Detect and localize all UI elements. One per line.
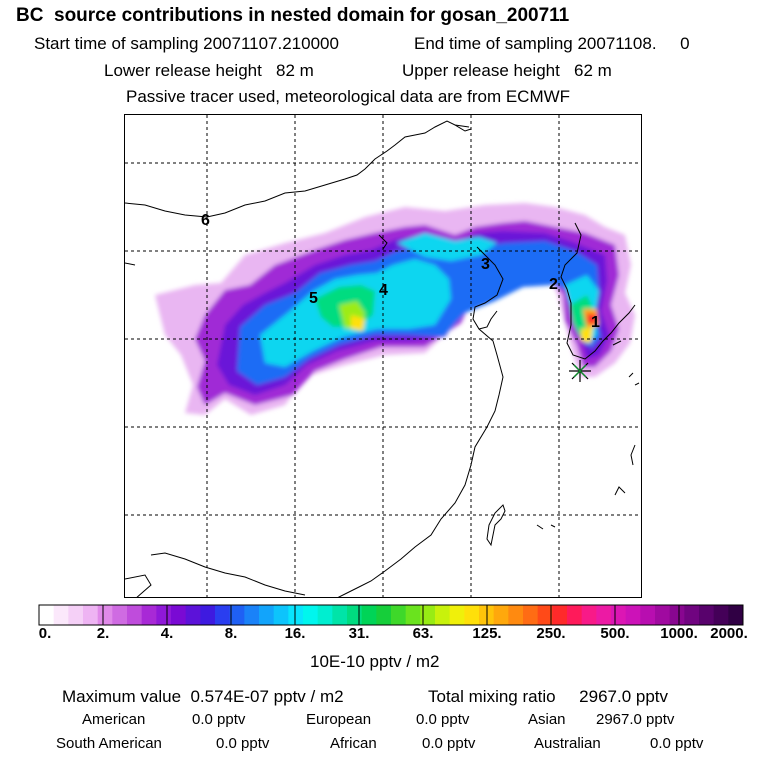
- color-scale-swatch: [347, 605, 363, 625]
- color-scale-swatch: [185, 605, 201, 625]
- color-scale-tick-label: 8.: [224, 625, 238, 642]
- region-label-group: 1 2 3 4 5 6: [201, 212, 600, 331]
- color-scale-tick-label: 2.: [96, 625, 110, 642]
- concentration-field: [155, 203, 635, 415]
- region-label-2: 2: [549, 276, 558, 293]
- source-region-label: African: [330, 735, 377, 752]
- color-scale-swatch: [552, 605, 568, 625]
- color-scale-swatch: [508, 605, 524, 625]
- color-scale-swatch: [625, 605, 641, 625]
- color-scale-swatch: [200, 605, 216, 625]
- color-scale-swatch: [141, 605, 157, 625]
- color-scale-swatch: [229, 605, 245, 625]
- color-scale-tick-label: 2000.: [710, 625, 748, 642]
- region-label-1: 1: [591, 314, 600, 331]
- color-scale-swatch: [68, 605, 84, 625]
- color-scale: [38, 604, 744, 631]
- color-scale-swatch: [684, 605, 700, 625]
- color-scale-tick-label: 0.: [38, 625, 52, 642]
- color-scale-swatch: [259, 605, 275, 625]
- color-scale-tick-label: 125.: [472, 625, 502, 642]
- color-scale-tick-label: 16.: [284, 625, 306, 642]
- color-scale-swatch: [97, 605, 113, 625]
- color-scale-bar: [38, 604, 744, 626]
- color-scale-swatch: [640, 605, 656, 625]
- color-scale-swatch: [83, 605, 99, 625]
- source-region-value: 0.0 pptv: [422, 735, 476, 752]
- color-scale-tick-label: 31.: [348, 625, 370, 642]
- color-scale-border: [38, 604, 744, 626]
- coastlines: [125, 120, 640, 597]
- color-scale-swatch: [581, 605, 597, 625]
- color-scale-tick-label: 500.: [600, 625, 630, 642]
- color-scale-swatch: [39, 605, 55, 625]
- color-scale-swatch: [215, 605, 231, 625]
- color-scale-swatch: [288, 605, 304, 625]
- color-scale-swatch: [317, 605, 333, 625]
- source-region-value: 0.0 pptv: [650, 735, 704, 752]
- color-scale-tick-label: 1000.: [660, 625, 698, 642]
- total-mixing-ratio-text: Total mixing ratio 2967.0 pptv: [428, 687, 669, 706]
- color-scale-swatch: [53, 605, 69, 625]
- asterisk-icon: [573, 364, 587, 378]
- color-scale-swatch: [332, 605, 348, 625]
- region-label-6: 6: [201, 212, 210, 229]
- map-panel: 1 2 3 4 5 6: [124, 114, 642, 598]
- color-scale-swatch: [420, 605, 436, 625]
- color-scale-swatch: [244, 605, 260, 625]
- color-scale-swatch: [537, 605, 553, 625]
- tracer-note-text: Passive tracer used, meteorological data…: [126, 87, 571, 106]
- color-scale-swatch: [728, 605, 744, 625]
- color-scale-swatch: [523, 605, 539, 625]
- color-scale-ticks: 0. 2. 4. 8. 16. 31. 63. 125. 250. 500. 1000. 2000.: [0, 626, 768, 646]
- color-scale-swatch: [303, 605, 319, 625]
- source-region-value: 0.0 pptv: [216, 735, 270, 752]
- region-label-5: 5: [309, 290, 318, 307]
- source-region-label: Asian: [528, 711, 566, 728]
- color-scale-swatch: [156, 605, 172, 625]
- color-scale-swatch: [669, 605, 685, 625]
- color-scale-swatch: [655, 605, 671, 625]
- source-region-label: Australian: [534, 735, 601, 752]
- source-region-label: South American: [56, 735, 162, 752]
- plot-title: BC source contributions in nested domain…: [16, 5, 570, 26]
- color-scale-swatch: [464, 605, 480, 625]
- color-scale-swatch: [596, 605, 612, 625]
- color-scale-swatch: [361, 605, 377, 625]
- color-scale-swatch: [171, 605, 187, 625]
- color-scale-swatch: [493, 605, 509, 625]
- color-scale-swatch: [376, 605, 392, 625]
- color-scale-swatch: [391, 605, 407, 625]
- color-scale-tick-label: 63.: [412, 625, 434, 642]
- color-scale-tick-label: 250.: [536, 625, 566, 642]
- color-scale-unit: 10E-10 pptv / m2: [310, 652, 440, 671]
- map-canvas: 1 2 3 4 5 6: [125, 115, 641, 597]
- color-scale-swatch: [611, 605, 627, 625]
- source-region-value: 0.0 pptv: [192, 711, 246, 728]
- color-scale-swatch: [273, 605, 289, 625]
- color-scale-swatch: [713, 605, 729, 625]
- color-scale-swatch: [127, 605, 143, 625]
- color-scale-swatch: [435, 605, 451, 625]
- color-scale-swatch: [112, 605, 128, 625]
- lower-release-text: Lower release height 82 m: [104, 61, 314, 80]
- graticule: [125, 115, 641, 597]
- source-region-label: American: [82, 711, 146, 728]
- color-scale-swatch: [449, 605, 465, 625]
- sampling-end-text: End time of sampling 20071108. 0: [414, 34, 690, 53]
- sampling-start-text: Start time of sampling 20071107.210000: [34, 34, 339, 53]
- source-region-value: 0.0 pptv: [416, 711, 470, 728]
- upper-release-text: Upper release height 62 m: [402, 61, 612, 80]
- color-scale-tick-label: 4.: [160, 625, 174, 642]
- color-scale-swatch: [567, 605, 583, 625]
- region-label-3: 3: [481, 256, 490, 273]
- color-scale-swatch: [699, 605, 715, 625]
- region-label-4: 4: [379, 282, 388, 299]
- source-region-label: European: [306, 711, 372, 728]
- color-scale-swatch: [405, 605, 421, 625]
- source-region-value: 2967.0 pptv: [596, 711, 675, 728]
- maximum-value-text: Maximum value 0.574E-07 pptv / m2: [62, 687, 344, 706]
